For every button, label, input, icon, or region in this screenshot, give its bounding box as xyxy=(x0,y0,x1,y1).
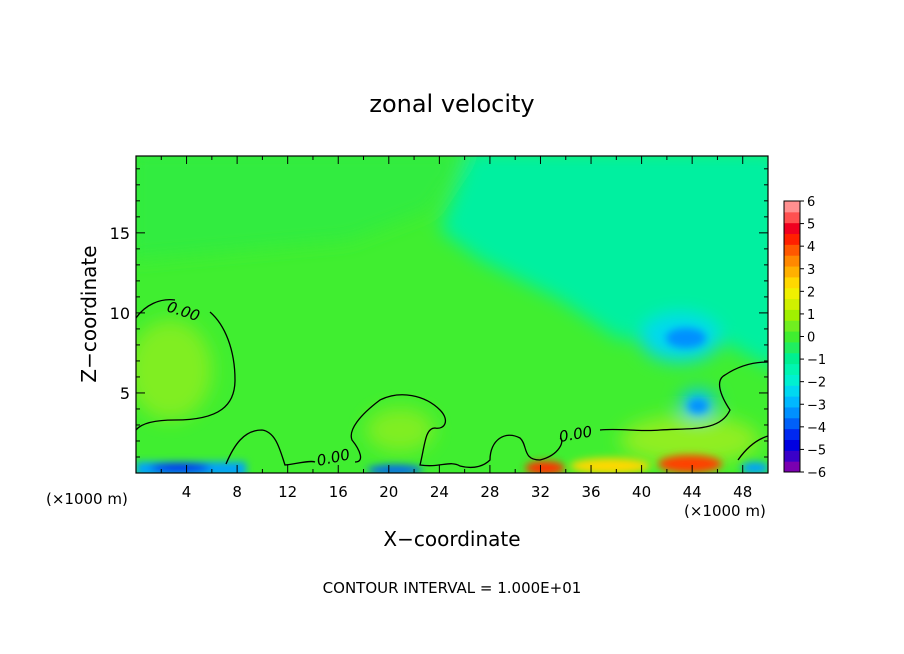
contour-interval: CONTOUR INTERVAL = 1.000E+01 xyxy=(323,579,582,597)
x-tick-label: 48 xyxy=(733,483,752,501)
colorbar-swatch xyxy=(784,439,800,451)
colorbar-swatch xyxy=(784,363,800,375)
field-neg-core-a xyxy=(666,328,706,348)
colorbar-tick-label: −4 xyxy=(807,421,826,436)
colorbar-swatch xyxy=(784,331,800,343)
colorbar-tick-label: 0 xyxy=(807,331,815,346)
colorbar-tick-label: −6 xyxy=(807,466,826,481)
x-tick-label: 8 xyxy=(232,483,242,501)
plot-frame xyxy=(135,155,769,474)
field-mid-core xyxy=(366,408,434,452)
x-tick-label: 44 xyxy=(683,483,702,501)
colorbar-tick-label: 3 xyxy=(807,263,815,278)
colorbar-tick-label: 5 xyxy=(807,218,815,233)
field-surface-blue-mid xyxy=(367,465,423,473)
colorbar-swatch xyxy=(784,309,800,321)
x-tick-label: 28 xyxy=(480,483,499,501)
field-surface-red-b xyxy=(658,455,722,473)
y-axis: 5 10 15 xyxy=(110,168,768,458)
colorbar-swatch xyxy=(784,341,800,354)
colorbar-swatch xyxy=(784,201,800,213)
x-axis: 4 8 12 16 20 24 28 32 36 40 44 48 xyxy=(160,156,752,501)
colorbar: 6 5 4 3 2 1 0 −1 −2 −3 −4 −5 −6 xyxy=(783,195,826,481)
colorbar-swatch xyxy=(784,428,800,440)
contour-label: 0.00 xyxy=(558,422,594,446)
x-tick-label: 4 xyxy=(182,483,192,501)
contour-line-bottom xyxy=(225,361,768,469)
y-tick-label: 15 xyxy=(110,224,130,243)
x-tick-label: 16 xyxy=(329,483,348,501)
colorbar-swatch xyxy=(784,320,800,332)
colorbar-tick-label: −5 xyxy=(807,443,826,458)
colorbar-swatch xyxy=(784,298,800,310)
colorbar-swatch xyxy=(784,276,800,289)
colorbar-swatch xyxy=(784,244,800,256)
colorbar-tick-label: 1 xyxy=(807,308,815,323)
field-surface-blue-right xyxy=(741,462,768,473)
field-upper-right-region xyxy=(440,156,768,366)
x-tick-label: 32 xyxy=(531,483,550,501)
colorbar-swatch xyxy=(784,211,800,224)
field-surface-blue-core xyxy=(150,463,210,473)
y-axis-label: Z−coordinate xyxy=(77,245,101,382)
x-tick-label: 40 xyxy=(632,483,651,501)
x-tick-label: 24 xyxy=(430,483,449,501)
velocity-field xyxy=(136,156,768,473)
colorbar-tick-label: 6 xyxy=(807,195,815,210)
x-tick-label: 36 xyxy=(581,483,600,501)
y-tick-label: 10 xyxy=(110,304,130,323)
field-left-core xyxy=(136,320,212,420)
colorbar-swatch xyxy=(784,233,800,245)
x-axis-label: X−coordinate xyxy=(383,527,520,551)
colorbar-swatch xyxy=(784,266,800,278)
colorbar-swatch xyxy=(784,417,800,430)
field-surface-yellow xyxy=(570,458,650,473)
colorbar-swatch xyxy=(784,287,800,300)
field-right-core xyxy=(620,415,760,465)
colorbar-tick-label: −1 xyxy=(807,353,826,368)
field-upper-left-region xyxy=(136,156,466,260)
chart-title: zonal velocity xyxy=(369,90,534,118)
x-tick-label: 20 xyxy=(379,483,398,501)
colorbar-swatch xyxy=(784,450,800,462)
colorbar-tick-label: −2 xyxy=(807,376,826,391)
field-surface-red-a xyxy=(525,461,565,473)
colorbar-swatch xyxy=(784,352,800,365)
colorbar-swatch xyxy=(784,406,800,419)
colorbar-swatch xyxy=(784,396,800,408)
colorbar-swatch xyxy=(784,222,800,235)
colorbar-tick-label: 4 xyxy=(807,240,815,255)
colorbar-swatch xyxy=(784,374,800,386)
contour-line-left xyxy=(136,299,236,431)
colorbar-tick-label: 2 xyxy=(807,285,815,300)
colorbar-tick-label: −3 xyxy=(807,398,826,413)
colorbar-swatch xyxy=(784,461,800,473)
zero-contours xyxy=(136,299,768,469)
colorbar-swatch xyxy=(784,255,800,267)
y-tick-label: 5 xyxy=(120,384,130,403)
colorbar-swatch xyxy=(784,385,800,397)
field-neg-core-b xyxy=(688,399,708,413)
x-tick-label: 12 xyxy=(278,483,297,501)
x-unit-left: (×1000 m) xyxy=(46,490,128,508)
x-unit-right: (×1000 m) xyxy=(684,502,766,520)
